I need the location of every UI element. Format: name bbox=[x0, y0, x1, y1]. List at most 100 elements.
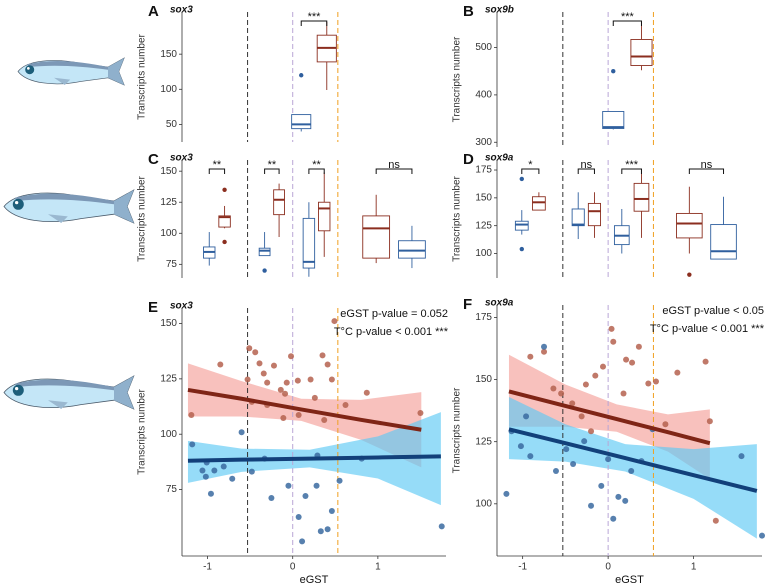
data-point bbox=[610, 338, 617, 345]
fish-illustration bbox=[3, 375, 135, 410]
y-tick-label: 100 bbox=[475, 498, 492, 509]
significance-bracket bbox=[521, 168, 540, 174]
data-point bbox=[622, 497, 629, 504]
outlier bbox=[519, 176, 524, 182]
box bbox=[398, 240, 426, 259]
data-point bbox=[712, 517, 719, 524]
data-point bbox=[328, 376, 335, 383]
box bbox=[302, 217, 316, 269]
data-point bbox=[311, 394, 318, 401]
data-point bbox=[662, 421, 669, 428]
data-point bbox=[527, 353, 534, 360]
data-point bbox=[582, 381, 589, 388]
data-point bbox=[324, 361, 331, 368]
outlier bbox=[222, 187, 227, 193]
data-point bbox=[211, 467, 218, 474]
data-point bbox=[629, 359, 636, 366]
x-tick-label: -1 bbox=[518, 562, 527, 573]
data-point bbox=[759, 532, 765, 539]
panel-letter: B bbox=[463, 3, 474, 20]
data-point bbox=[588, 428, 595, 435]
significance-label: *** bbox=[625, 159, 639, 171]
data-point bbox=[588, 502, 595, 509]
data-point bbox=[558, 390, 565, 397]
data-point bbox=[319, 352, 326, 359]
x-axis-label: eGST bbox=[300, 574, 329, 586]
data-point bbox=[199, 467, 206, 474]
y-axis-label: Transcripts number bbox=[452, 387, 463, 473]
regression-line bbox=[508, 427, 758, 493]
data-point bbox=[653, 378, 659, 385]
data-point bbox=[702, 358, 709, 365]
data-point bbox=[252, 349, 259, 356]
x-tick-label: -1 bbox=[203, 562, 212, 573]
y-tick-label: 150 bbox=[475, 192, 492, 203]
significance-label: ns bbox=[388, 159, 400, 171]
regression-line bbox=[187, 387, 422, 432]
annotation: eGST p-value = 0.052 bbox=[340, 308, 448, 320]
data-point bbox=[615, 493, 622, 500]
box bbox=[318, 201, 331, 232]
gene-name: sox3 bbox=[170, 301, 193, 312]
data-point bbox=[541, 348, 548, 355]
y-axis-label: Transcripts number bbox=[452, 175, 463, 261]
y-tick-label: 300 bbox=[475, 137, 492, 148]
data-point bbox=[635, 343, 642, 350]
significance-bracket bbox=[621, 168, 642, 174]
y-tick-label: 400 bbox=[475, 90, 492, 101]
y-tick-label: 125 bbox=[160, 197, 177, 208]
data-point bbox=[328, 508, 335, 515]
significance-label: *** bbox=[308, 11, 322, 23]
data-point bbox=[246, 345, 253, 352]
y-tick-label: 175 bbox=[475, 165, 492, 176]
data-point bbox=[280, 415, 287, 422]
data-point bbox=[264, 379, 271, 386]
outlier bbox=[519, 246, 524, 252]
y-tick-label: 125 bbox=[475, 220, 492, 231]
data-point bbox=[342, 401, 349, 408]
box bbox=[676, 212, 703, 239]
box bbox=[633, 182, 650, 212]
data-point bbox=[188, 411, 195, 418]
significance-label: ** bbox=[213, 159, 222, 171]
significance-bracket bbox=[375, 168, 413, 174]
y-tick-label: 125 bbox=[475, 436, 492, 447]
fish-illustration bbox=[3, 189, 135, 224]
panel-letter: E bbox=[148, 299, 158, 316]
data-point bbox=[363, 389, 370, 396]
y-tick-label: 75 bbox=[166, 484, 178, 495]
box bbox=[291, 114, 312, 130]
gene-name: sox9a bbox=[485, 298, 514, 309]
y-tick-label: 50 bbox=[166, 119, 178, 130]
data-point bbox=[608, 325, 615, 332]
box bbox=[362, 215, 391, 259]
x-tick-label: 1 bbox=[691, 562, 697, 573]
data-point bbox=[321, 417, 328, 424]
data-point bbox=[220, 463, 227, 470]
data-point bbox=[527, 453, 534, 460]
regression-line bbox=[187, 454, 441, 463]
panel-letter: F bbox=[463, 296, 472, 313]
data-point bbox=[288, 353, 295, 360]
data-point bbox=[581, 438, 588, 445]
data-point bbox=[570, 461, 577, 468]
box bbox=[514, 220, 529, 231]
data-point bbox=[295, 514, 302, 521]
data-point bbox=[563, 446, 570, 453]
outlier bbox=[611, 69, 616, 74]
data-point bbox=[598, 482, 605, 489]
data-point bbox=[217, 361, 224, 368]
significance-bracket bbox=[688, 168, 725, 174]
significance-label: ns bbox=[581, 159, 593, 171]
data-point bbox=[207, 490, 214, 497]
data-point bbox=[270, 362, 277, 369]
significance-label: ** bbox=[268, 159, 277, 171]
data-point bbox=[569, 400, 576, 407]
data-point bbox=[244, 376, 251, 383]
significance-bracket bbox=[208, 168, 226, 174]
data-point bbox=[302, 492, 309, 499]
data-point bbox=[295, 411, 302, 418]
data-point bbox=[738, 453, 745, 460]
x-tick-label: 0 bbox=[290, 562, 296, 573]
y-tick-label: 125 bbox=[160, 373, 177, 384]
